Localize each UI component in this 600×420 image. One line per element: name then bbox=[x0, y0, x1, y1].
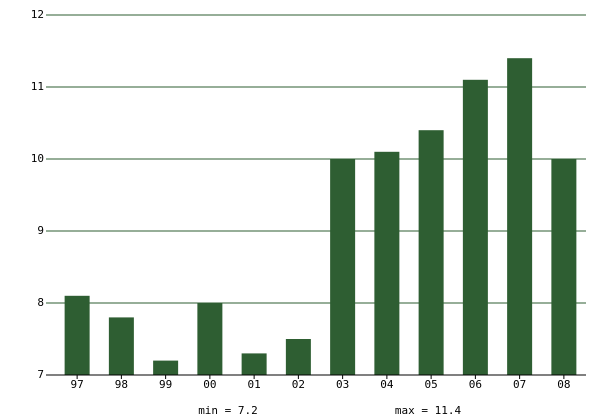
x-tick-label: 05 bbox=[425, 378, 438, 391]
bar bbox=[507, 58, 533, 375]
x-tick-label: 04 bbox=[380, 378, 394, 391]
max-annotation: max = 11.4 bbox=[395, 404, 462, 417]
y-tick-label: 8 bbox=[37, 296, 44, 309]
bar bbox=[64, 295, 90, 375]
x-tick-label: 98 bbox=[115, 378, 128, 391]
y-tick-label: 12 bbox=[31, 8, 44, 21]
y-tick-label: 9 bbox=[37, 224, 44, 237]
bar bbox=[374, 151, 400, 375]
y-tick-label: 10 bbox=[31, 152, 44, 165]
bar bbox=[285, 339, 311, 375]
x-tick-label: 99 bbox=[159, 378, 172, 391]
bar bbox=[462, 79, 488, 376]
bar bbox=[241, 353, 267, 375]
x-tick-label: 02 bbox=[292, 378, 305, 391]
bar bbox=[197, 303, 223, 375]
bar bbox=[551, 159, 577, 375]
y-tick-label: 7 bbox=[37, 368, 44, 381]
x-tick-label: 07 bbox=[513, 378, 526, 391]
x-tick-label: 08 bbox=[557, 378, 570, 391]
x-tick-label: 97 bbox=[71, 378, 84, 391]
x-tick-label: 03 bbox=[336, 378, 349, 391]
bar bbox=[108, 317, 134, 375]
bar bbox=[330, 159, 356, 375]
x-tick-label: 06 bbox=[469, 378, 482, 391]
bar bbox=[153, 360, 179, 375]
x-tick-label: 01 bbox=[248, 378, 261, 391]
x-tick-label: 00 bbox=[203, 378, 216, 391]
bar bbox=[418, 130, 444, 375]
min-annotation: min = 7.2 bbox=[198, 404, 258, 417]
y-tick-label: 11 bbox=[31, 80, 44, 93]
